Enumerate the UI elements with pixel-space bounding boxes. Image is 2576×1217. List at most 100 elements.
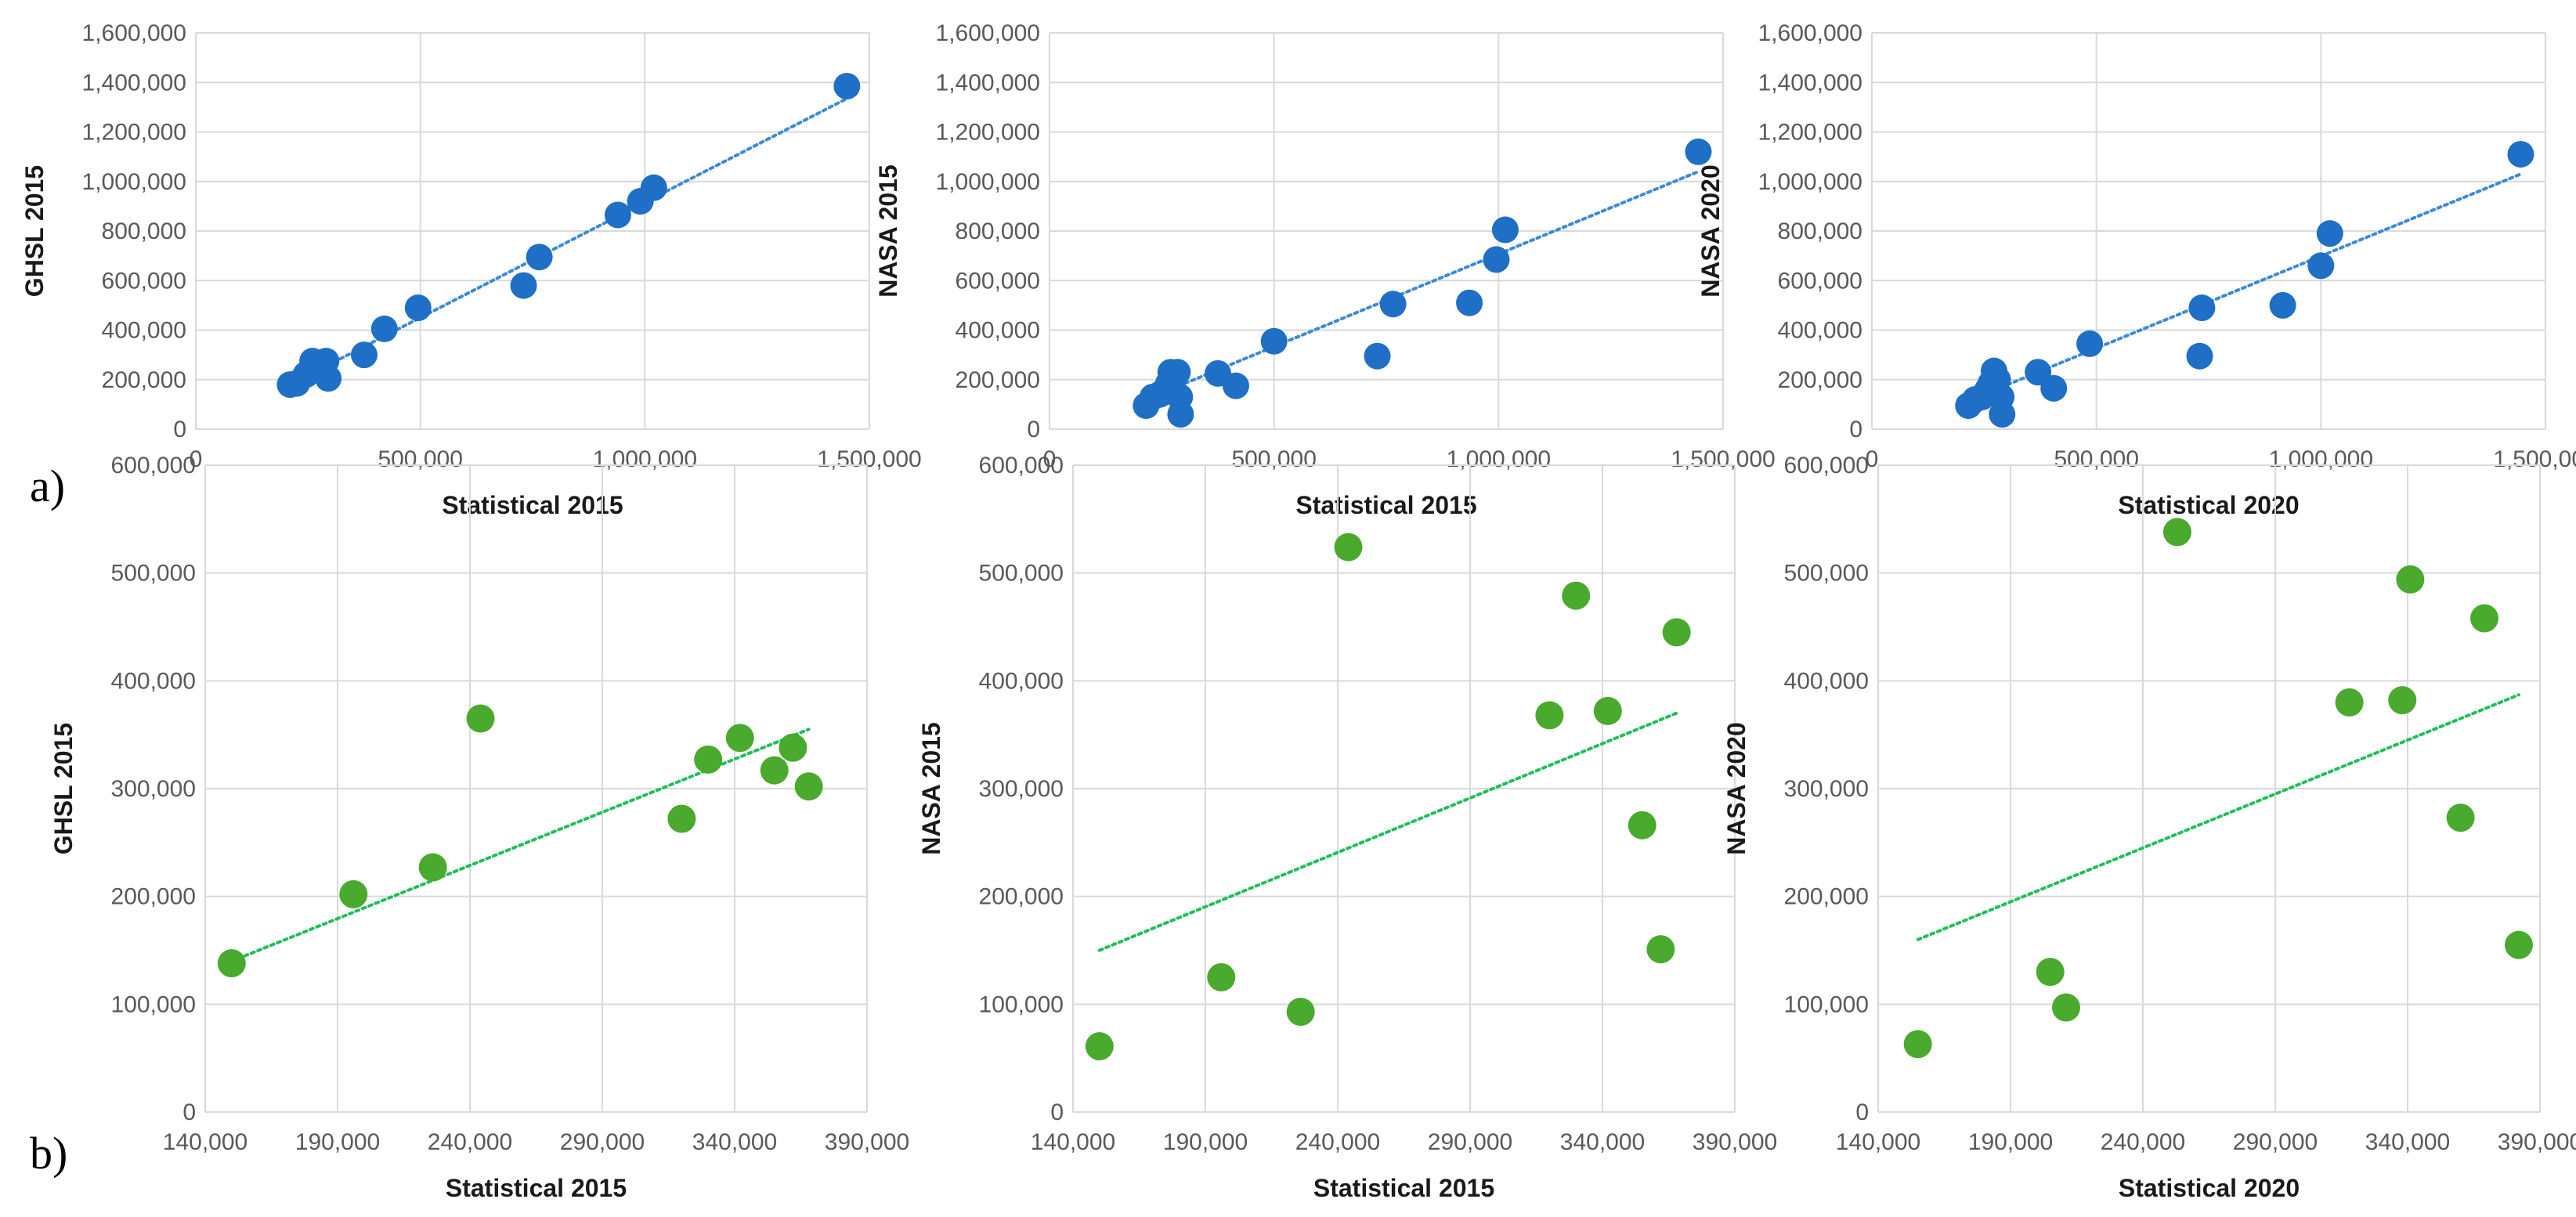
y-tick-label: 1,600,000 [1758,20,1862,46]
y-tick-label: 200,000 [956,367,1040,393]
y-axis-title: GHSL 2015 [49,723,78,854]
data-point [1562,581,1591,610]
data-point [833,72,861,99]
data-point [667,804,696,833]
chart-a-3: 0 200,000 400,000 600,000 800,000 1,000,000 1,… [1696,20,2576,519]
charts: 0 200,000 400,000 600,000 800,000 1,000,000 1,… [20,20,2576,1202]
data-point [2269,291,2296,319]
data-point [2036,958,2065,987]
chart-b-1: 0 100,000 200,000 300,000 400,000 500,000 600,… [49,453,909,1202]
y-tick-label: 500,000 [1784,561,1869,587]
x-tick-label: 1,000,000 [1447,446,1551,472]
x-tick-label: 290,000 [560,1129,645,1155]
data-point [1903,1030,1932,1059]
x-tick-label: 390,000 [1693,1129,1777,1155]
data-point [510,272,537,299]
x-tick-label: 500,000 [2054,446,2138,472]
panel-label-b: b) [30,1128,67,1179]
data-point [1628,811,1657,840]
data-point [1491,216,1519,244]
x-tick-label: 1,000,000 [2269,446,2373,472]
x-axis-title: Statistical 2015 [1313,1174,1494,1202]
y-tick-label: 200,000 [979,884,1064,910]
y-tick-label: 200,000 [102,367,186,393]
y-tick-label: 0 [1027,417,1040,442]
data-point [466,704,495,733]
data-point [1685,138,1712,165]
x-tick-label: 390,000 [2498,1129,2576,1155]
y-tick-label: 1,000,000 [82,169,186,195]
chart-a-1: 0 200,000 400,000 600,000 800,000 1,000,000 1,… [20,20,922,519]
x-tick-label: 1,000,000 [593,446,697,472]
y-tick-label: 400,000 [1778,318,1862,344]
trendline [1916,693,2520,941]
x-tick-label: 140,000 [163,1129,247,1155]
data-point [315,365,342,392]
trendline [229,728,811,963]
data-point [1535,701,1564,730]
y-tick-label: 1,200,000 [1758,120,1862,146]
data-point [1164,359,1191,386]
y-tick-label: 1,400,000 [1758,70,1862,96]
y-tick-label: 400,000 [111,668,196,694]
x-tick-label: 240,000 [428,1129,512,1155]
data-point [370,315,398,342]
x-tick-label: 290,000 [1428,1129,1512,1155]
y-tick-label: 600,000 [1784,453,1869,478]
y-axis-title: NASA 2020 [1696,164,1725,298]
data-point [1334,533,1363,562]
x-tick-label: 340,000 [692,1129,777,1155]
y-tick-label: 0 [182,1100,196,1125]
y-tick-label: 800,000 [956,218,1040,244]
y-tick-label: 800,000 [1778,218,1862,244]
data-point [2188,294,2216,322]
x-tick-label: 140,000 [1836,1129,1920,1155]
x-tick-label: 500,000 [1231,446,1316,472]
data-point [339,879,368,908]
y-tick-label: 800,000 [102,218,186,244]
y-tick-label: 1,200,000 [936,120,1040,146]
data-point [1989,401,2016,428]
x-tick-label: 140,000 [1031,1129,1115,1155]
data-point [404,294,432,322]
data-point [2307,252,2335,280]
y-tick-label: 100,000 [979,991,1064,1017]
data-point [2507,140,2534,168]
y-axis-title: NASA 2020 [1722,722,1750,855]
y-tick-label: 600,000 [111,453,196,478]
data-point [1646,935,1675,964]
y-axis-title: NASA 2015 [874,164,902,298]
data-point [2162,518,2191,547]
x-tick-label: 1,500,000 [1671,446,1775,472]
x-axis-title: Statistical 2015 [446,1174,627,1202]
data-point [2504,930,2533,959]
data-point [1286,997,1315,1026]
x-tick-label: 240,000 [2101,1129,2185,1155]
x-tick-label: 0 [1043,446,1057,472]
data-point [2470,604,2499,633]
y-tick-label: 200,000 [1784,884,1869,910]
y-tick-label: 100,000 [1784,991,1869,1017]
data-point [1483,246,1510,273]
data-point [351,341,378,369]
y-tick-label: 1,000,000 [936,169,1040,195]
y-tick-label: 1,400,000 [936,70,1040,96]
data-point [2076,330,2104,357]
data-point [1379,291,1407,318]
trendline [1097,711,1678,952]
y-tick-label: 0 [173,417,186,442]
y-tick-label: 1,600,000 [936,20,1040,46]
data-point [2040,374,2068,402]
data-point [2316,220,2343,247]
y-axis-title: GHSL 2015 [20,165,49,297]
data-point [418,853,447,882]
y-tick-label: 400,000 [1784,668,1869,694]
chart-a-2: 0 200,000 400,000 600,000 800,000 1,000,000 1,… [874,20,1776,519]
trendline [1967,172,2523,403]
y-tick-label: 200,000 [1778,367,1862,393]
data-point [760,756,789,785]
data-point [794,772,823,801]
y-tick-label: 200,000 [111,884,196,910]
y-tick-label: 400,000 [956,318,1040,344]
data-point [2388,686,2417,715]
